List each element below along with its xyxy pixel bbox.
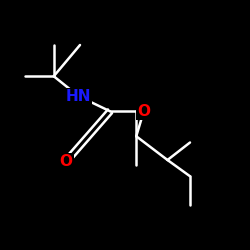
Text: O: O	[60, 154, 73, 169]
Text: HN: HN	[66, 89, 92, 104]
Text: O: O	[137, 104, 150, 119]
